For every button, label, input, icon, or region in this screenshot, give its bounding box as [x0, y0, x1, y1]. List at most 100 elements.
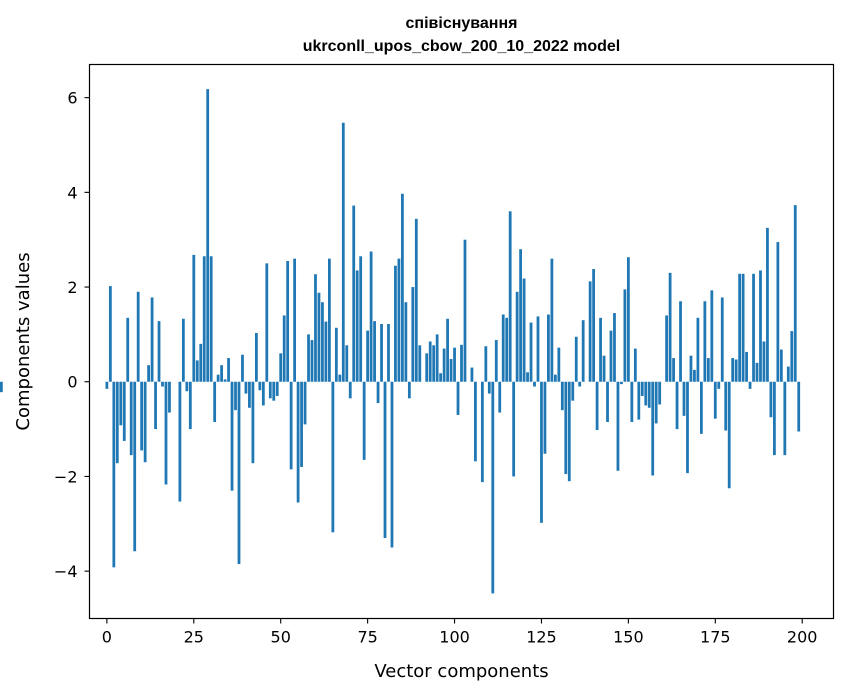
bar-54: [293, 258, 297, 382]
y-tick-label: 4: [67, 183, 77, 202]
bar-113: [498, 381, 502, 413]
bar-117: [512, 381, 516, 477]
x-tick-label: 150: [613, 628, 644, 647]
bar-176: [717, 381, 721, 389]
bar-178: [724, 381, 728, 431]
bar-55: [296, 381, 300, 503]
x-tick-label: 0: [102, 628, 112, 647]
bar-182: [738, 273, 742, 382]
bar-143: [602, 355, 606, 382]
bar-111: [491, 381, 495, 594]
bar-37: [234, 381, 237, 411]
bar-11: [143, 381, 147, 463]
bar-28: [202, 256, 206, 382]
x-tick-label: 75: [357, 628, 377, 647]
bar-96: [439, 373, 443, 382]
bar-47: [268, 381, 272, 399]
bar-52: [286, 261, 290, 382]
bar-15: [157, 321, 161, 382]
bar-93: [428, 341, 432, 382]
bar-3: [115, 381, 119, 464]
chart-subtitle: ukrconll_upos_cbow_200_10_2022 model: [303, 38, 620, 55]
bar-4: [119, 381, 123, 426]
bar-81: [387, 323, 390, 382]
bar-51: [282, 315, 286, 382]
bar-106: [474, 381, 477, 462]
bar-6: [126, 317, 130, 382]
bar-184: [745, 351, 748, 382]
bar-151: [630, 381, 634, 422]
bar-35: [227, 358, 230, 382]
bar-198: [793, 205, 797, 382]
bar-56: [300, 381, 303, 467]
bar-79: [380, 323, 383, 382]
bar-32: [216, 374, 220, 382]
bar-152: [633, 348, 637, 382]
bar-8: [133, 381, 137, 552]
bar-26: [195, 360, 199, 382]
bar-71: [352, 205, 356, 382]
bar-73: [359, 256, 363, 382]
bar-27: [199, 343, 203, 382]
bar-84: [397, 258, 401, 382]
bar-110: [487, 381, 491, 394]
bar-181: [734, 359, 738, 382]
bar-186: [752, 273, 755, 382]
bar-119: [519, 249, 522, 382]
bar-114: [501, 314, 505, 382]
bar-undefined: [0, 381, 3, 393]
y-tick-label: −2: [54, 467, 78, 486]
bar-82: [390, 381, 394, 548]
x-axis-ticks: 0 25 50 75 100 125 150 175 200: [102, 618, 817, 647]
plot-frame: [88, 63, 835, 620]
bar-170: [696, 317, 700, 382]
bar-30: [209, 256, 213, 382]
bar-24: [188, 381, 192, 430]
bar-72: [355, 270, 359, 382]
bar-115: [505, 317, 509, 382]
bar-177: [720, 297, 724, 382]
bar-105: [470, 367, 474, 382]
bar-175: [713, 381, 717, 419]
bar-99: [449, 359, 453, 382]
bar-191: [769, 381, 773, 418]
bar-94: [432, 345, 436, 382]
bar-116: [508, 211, 512, 382]
bar-49: [275, 381, 279, 396]
bar-125: [540, 381, 543, 523]
bar-60: [314, 274, 317, 382]
bar-133: [567, 381, 571, 482]
bar-39: [241, 354, 244, 382]
bar-76: [369, 251, 373, 382]
y-tick-label: −4: [54, 562, 78, 581]
bar-16: [161, 381, 164, 387]
bar-34: [223, 379, 227, 382]
bar-136: [578, 381, 582, 387]
bar-163: [672, 358, 675, 382]
bar-75: [366, 330, 370, 382]
bar-9: [136, 291, 140, 382]
bar-131: [560, 381, 564, 411]
bar-179: [727, 381, 731, 489]
bar-183: [741, 273, 745, 382]
bar-173: [706, 358, 710, 382]
bar-36: [230, 381, 234, 491]
bar-147: [616, 381, 620, 471]
bar-0: [105, 381, 109, 389]
bar-series: [0, 89, 801, 594]
bar-100: [453, 347, 456, 382]
bar-70: [348, 381, 352, 399]
bar-192: [773, 381, 776, 456]
bar-146: [613, 313, 616, 382]
bar-67: [338, 374, 342, 382]
bar-195: [783, 381, 787, 456]
bar-5: [122, 381, 126, 441]
x-tick-label: 50: [271, 628, 291, 647]
bar-164: [675, 381, 679, 430]
bar-135: [574, 336, 578, 382]
bar-144: [606, 381, 609, 422]
y-tick-label: 2: [67, 278, 77, 297]
bar-87: [407, 381, 411, 399]
bar-63: [324, 321, 328, 382]
bar-85: [401, 193, 404, 382]
